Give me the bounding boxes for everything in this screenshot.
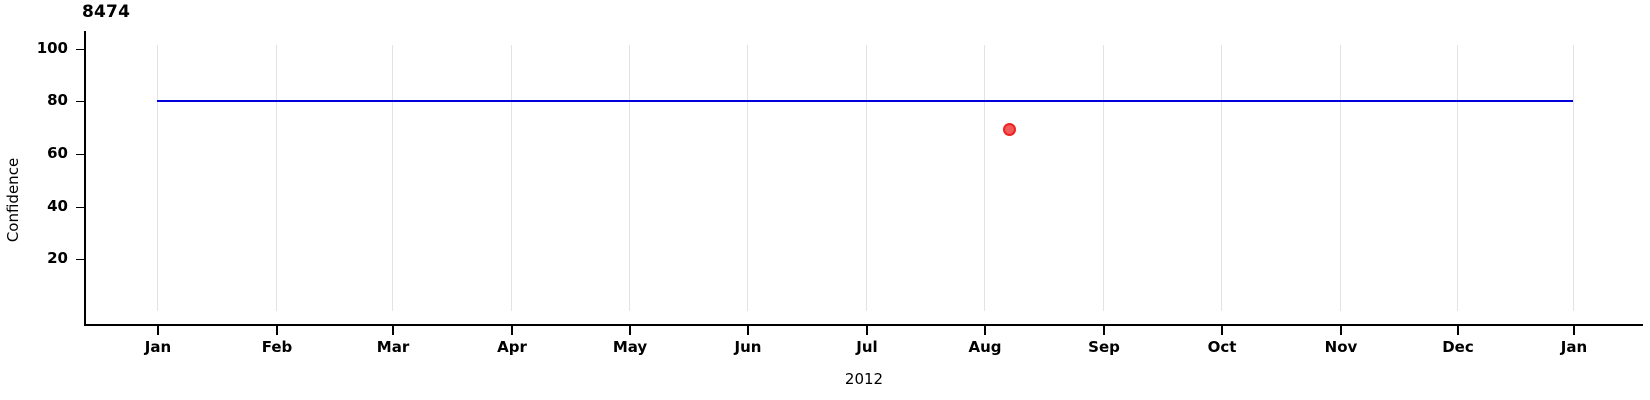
x-tick-label: Oct [1207, 338, 1237, 356]
gridline-vertical [276, 45, 277, 311]
y-tick-mark [76, 259, 85, 260]
x-tick-label: Dec [1442, 338, 1474, 356]
gridline-vertical [866, 45, 867, 311]
y-axis-line [84, 31, 86, 326]
x-tick-mark [276, 326, 278, 335]
y-tick-mark [76, 154, 85, 155]
x-tick-label: Aug [968, 338, 1002, 356]
x-tick-mark [1340, 326, 1342, 335]
x-tick-label: Jul [856, 338, 878, 356]
x-tick-mark [392, 326, 394, 335]
gridline-vertical [1221, 45, 1222, 311]
y-tick-label: 20 [47, 249, 68, 267]
x-tick-mark [984, 326, 986, 335]
x-tick-mark [1103, 326, 1105, 335]
gridline-vertical [157, 45, 158, 311]
x-tick-label: Sep [1088, 338, 1120, 356]
y-tick-label: 80 [47, 91, 68, 109]
x-tick-mark [511, 326, 513, 335]
x-tick-label: Feb [261, 338, 293, 356]
x-tick-mark [866, 326, 868, 335]
y-axis-label-text: Confidence [4, 157, 22, 243]
x-axis-label: 2012 [844, 370, 884, 388]
y-tick-label: 60 [47, 144, 68, 162]
x-tick-mark [157, 326, 159, 335]
y-tick-label: 40 [47, 197, 68, 215]
y-tick-mark [76, 101, 85, 102]
x-tick-mark [1573, 326, 1575, 335]
y-tick-mark [76, 207, 85, 208]
gridline-vertical [392, 45, 393, 311]
gridline-vertical [1103, 45, 1104, 311]
x-tick-mark [1221, 326, 1223, 335]
x-tick-label: Apr [497, 338, 527, 356]
x-tick-mark [747, 326, 749, 335]
x-tick-label: Jan [144, 338, 172, 356]
chart-title: 8474 [82, 2, 131, 22]
x-tick-label: Jan [1560, 338, 1588, 356]
gridline-vertical [629, 45, 630, 311]
x-tick-label: Jun [734, 338, 762, 356]
y-axis-label: Confidence [0, 0, 26, 400]
x-tick-label: Nov [1324, 338, 1358, 356]
x-tick-label: May [612, 338, 648, 356]
gridline-vertical [747, 45, 748, 311]
x-tick-mark [629, 326, 631, 335]
data-point[interactable] [1003, 122, 1017, 136]
x-tick-label: Mar [376, 338, 410, 356]
threshold-line [157, 100, 1573, 102]
y-tick-label: 100 [36, 39, 68, 57]
x-axis-line [84, 324, 1643, 326]
gridline-vertical [1573, 45, 1574, 311]
gridline-vertical [1457, 45, 1458, 311]
gridline-vertical [511, 45, 512, 311]
y-tick-mark [76, 49, 85, 50]
gridline-vertical [1340, 45, 1341, 311]
x-tick-mark [1457, 326, 1459, 335]
gridline-vertical [984, 45, 985, 311]
